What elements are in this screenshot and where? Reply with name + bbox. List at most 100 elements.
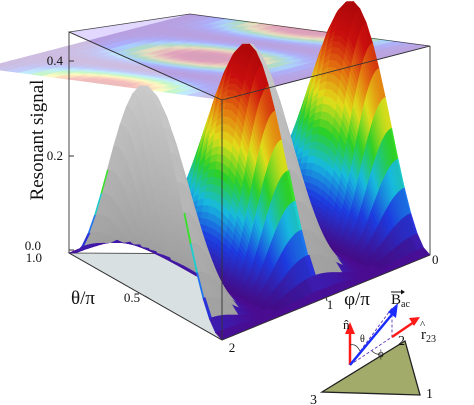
top-projection-patch	[203, 80, 220, 83]
top-projection-patch	[283, 50, 300, 53]
top-projection-patch	[121, 73, 137, 76]
top-projection-patch	[16, 67, 32, 71]
top-projection-patch	[209, 45, 226, 49]
top-projection-patch	[176, 59, 193, 62]
top-projection-patch	[191, 69, 208, 72]
top-projection-patch	[82, 60, 98, 63]
top-projection-patch	[291, 29, 307, 32]
top-projection-patch	[290, 67, 306, 70]
top-projection-patch	[116, 60, 132, 63]
top-projection-patch	[66, 59, 82, 62]
top-projection-patch	[219, 52, 236, 55]
top-projection-patch	[94, 61, 110, 65]
top-projection-patch	[186, 33, 202, 36]
top-projection-patch	[208, 31, 224, 35]
top-projection-patch	[242, 32, 259, 35]
top-projection-patch	[258, 23, 274, 27]
top-projection-patch	[198, 86, 214, 89]
top-projection-patch	[287, 30, 304, 33]
top-projection-patch	[127, 29, 144, 32]
top-projection-patch	[125, 34, 142, 37]
top-projection-patch	[218, 38, 234, 42]
top-projection-patch	[376, 54, 392, 57]
top-projection-patch	[271, 67, 287, 70]
top-projection-patch	[195, 77, 211, 81]
top-projection-patch	[292, 33, 309, 37]
top-projection-patch	[158, 82, 175, 85]
top-projection-patch	[150, 89, 166, 92]
top-projection-patch	[135, 50, 152, 54]
top-projection-patch	[195, 49, 212, 52]
top-projection-patch	[191, 36, 207, 39]
top-projection-patch	[140, 54, 157, 57]
top-projection-patch	[193, 64, 210, 67]
top-projection-patch	[283, 69, 299, 72]
top-projection-patch	[85, 49, 102, 53]
top-projection-patch	[307, 43, 324, 47]
top-projection-patch	[376, 44, 393, 48]
top-projection-patch	[160, 35, 176, 38]
top-projection-patch	[231, 21, 247, 24]
top-projection-patch	[91, 43, 107, 46]
top-projection-patch	[287, 49, 303, 52]
top-projection-patch	[246, 22, 262, 25]
top-projection-patch	[294, 28, 310, 31]
top-projection-patch	[211, 40, 228, 43]
top-projection-patch	[95, 75, 111, 78]
top-projection-patch	[94, 52, 110, 55]
top-projection-patch	[152, 46, 169, 49]
top-projection-patch	[156, 87, 173, 91]
top-projection-patch	[36, 71, 53, 75]
top-projection-patch	[268, 49, 284, 52]
top-projection-patch	[204, 51, 220, 55]
top-projection-patch	[285, 44, 301, 48]
top-projection-patch	[208, 41, 224, 44]
top-projection-patch	[222, 37, 238, 41]
top-projection-patch	[295, 42, 312, 45]
top-projection-patch	[73, 48, 90, 51]
top-projection-patch	[100, 59, 117, 63]
top-projection-patch	[141, 25, 157, 29]
top-projection-patch	[156, 45, 172, 48]
top-projection-patch	[49, 54, 65, 57]
top-projection-patch	[284, 31, 300, 34]
top-projection-patch	[70, 58, 86, 61]
top-projection-patch	[148, 66, 165, 69]
top-projection-patch	[199, 29, 216, 32]
top-projection-patch	[275, 80, 292, 83]
top-projection-patch	[146, 29, 162, 32]
top-projection-patch	[172, 17, 189, 21]
top-projection-patch	[128, 43, 145, 46]
top-projection-patch	[276, 70, 292, 74]
top-projection-patch	[173, 50, 189, 53]
top-projection-patch	[234, 39, 250, 42]
top-projection-patch	[196, 39, 212, 43]
top-projection-patch	[123, 49, 140, 52]
top-projection-patch	[89, 48, 105, 52]
top-projection-patch	[256, 28, 273, 32]
top-projection-patch	[202, 66, 218, 69]
top-projection-patch	[235, 34, 252, 37]
top-projection-patch	[269, 72, 285, 76]
top-projection-patch	[280, 32, 297, 35]
top-projection-patch	[151, 42, 167, 45]
top-projection-patch	[52, 53, 69, 56]
top-projection-patch	[215, 39, 231, 43]
top-projection-patch	[189, 93, 205, 96]
top-projection-patch	[186, 65, 203, 69]
top-projection-patch	[211, 50, 227, 53]
top-projection-patch	[104, 39, 121, 43]
top-projection-patch	[192, 40, 209, 44]
top-projection-patch	[190, 55, 206, 58]
top-projection-patch	[281, 64, 297, 68]
top-projection-patch	[188, 18, 204, 21]
top-projection-patch	[225, 46, 241, 49]
top-projection-patch	[259, 46, 276, 50]
top-projection-patch	[148, 23, 164, 27]
top-projection-patch	[135, 60, 151, 63]
top-projection-patch	[120, 50, 136, 53]
top-projection-patch	[259, 37, 276, 40]
top-projection-patch	[232, 35, 248, 38]
top-projection-patch	[386, 51, 403, 55]
top-projection-patch	[200, 71, 216, 75]
